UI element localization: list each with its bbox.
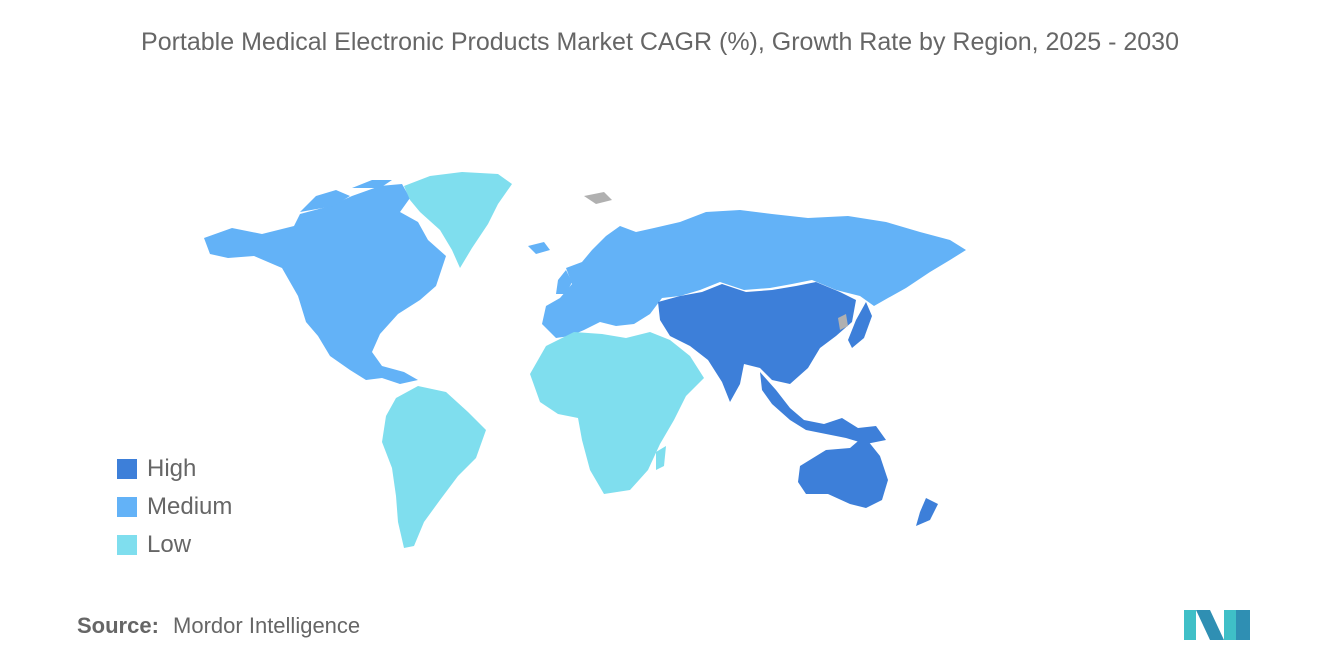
region-greenland xyxy=(404,172,512,268)
source-label: Source: xyxy=(77,613,159,638)
svalbard-shape xyxy=(584,192,612,204)
legend: High Medium Low xyxy=(117,450,232,564)
mordor-intelligence-logo-icon xyxy=(1184,610,1250,640)
map-title: Portable Medical Electronic Products Mar… xyxy=(141,28,1179,56)
legend-label-medium: Medium xyxy=(147,493,233,520)
legend-item-low: Low xyxy=(117,526,232,564)
asia-shape xyxy=(658,282,856,402)
no-data-areas xyxy=(584,192,848,330)
region-north-america xyxy=(204,180,446,384)
europe-russia-shape xyxy=(542,210,966,338)
legend-item-medium: Medium xyxy=(117,488,232,526)
new-zealand-shape xyxy=(916,498,938,526)
korea-shape xyxy=(838,314,848,330)
region-asia-pacific xyxy=(658,282,938,526)
source-value: Mordor Intelligence xyxy=(173,613,361,638)
southeast-asia-shape xyxy=(760,372,886,444)
legend-swatch-medium xyxy=(117,497,137,517)
region-europe xyxy=(528,210,966,338)
legend-swatch-low xyxy=(117,535,137,555)
canadian-arctic-islands xyxy=(300,180,392,212)
uk-shape xyxy=(556,270,572,294)
australia-shape xyxy=(798,436,888,508)
legend-label-low: Low xyxy=(147,531,192,558)
japan-shape xyxy=(848,302,872,348)
north-america-shape xyxy=(204,184,446,384)
legend-label-high: High xyxy=(147,455,197,482)
region-middle-east-africa xyxy=(530,332,704,494)
legend-item-high: High xyxy=(117,450,232,488)
legend-swatch-high xyxy=(117,459,137,479)
iceland-shape xyxy=(528,242,550,254)
madagascar-shape xyxy=(656,446,666,470)
source-line: Source: Mordor Intelligence xyxy=(77,613,360,639)
region-south-america xyxy=(382,386,486,548)
